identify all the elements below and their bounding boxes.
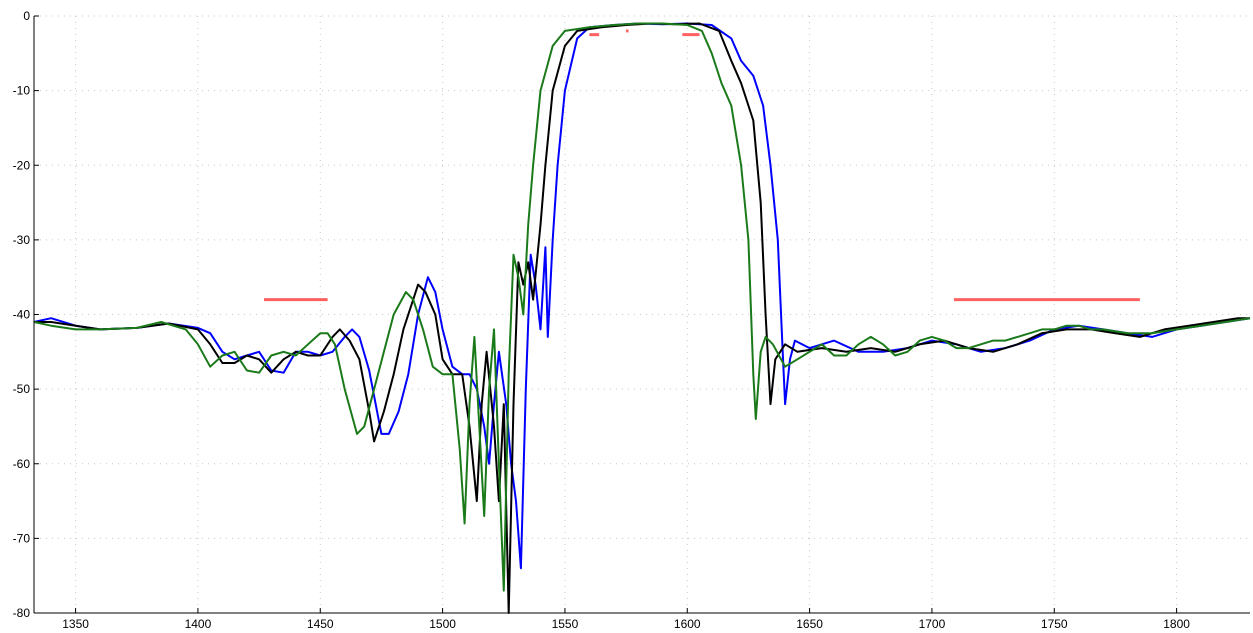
x-tick-label: 1650 bbox=[796, 617, 823, 631]
x-tick-label: 1350 bbox=[62, 617, 89, 631]
y-tick-label: -30 bbox=[13, 233, 31, 247]
y-tick-label: -80 bbox=[13, 606, 31, 620]
y-tick-label: -60 bbox=[13, 457, 31, 471]
x-tick-label: 1450 bbox=[307, 617, 334, 631]
x-tick-label: 1600 bbox=[674, 617, 701, 631]
y-tick-label: -40 bbox=[13, 308, 31, 322]
tick-labels: 1350 1400 1450 1500 1550 1600 1650 1700 1750 1800… bbox=[13, 9, 1191, 631]
axes bbox=[33, 16, 1250, 614]
y-tick-label: -70 bbox=[13, 531, 31, 545]
y-tick-label: -20 bbox=[13, 158, 31, 172]
tick-marks bbox=[34, 15, 1178, 614]
y-tick-label: -10 bbox=[13, 84, 31, 98]
series-line-0 bbox=[33, 22, 1251, 570]
x-tick-label: 1700 bbox=[919, 617, 946, 631]
x-tick-label: 1500 bbox=[429, 617, 456, 631]
y-tick-label: 0 bbox=[23, 9, 30, 23]
y-tick-label: -50 bbox=[13, 382, 31, 396]
x-tick-label: 1400 bbox=[185, 617, 212, 631]
x-tick-label: 1550 bbox=[552, 617, 579, 631]
series-layer bbox=[33, 22, 1251, 614]
series-line-1 bbox=[34, 22, 1250, 614]
series-line-2 bbox=[33, 22, 1251, 592]
x-tick-label: 1750 bbox=[1041, 617, 1068, 631]
x-tick-label: 1800 bbox=[1163, 617, 1190, 631]
grid-lines bbox=[34, 15, 1250, 614]
